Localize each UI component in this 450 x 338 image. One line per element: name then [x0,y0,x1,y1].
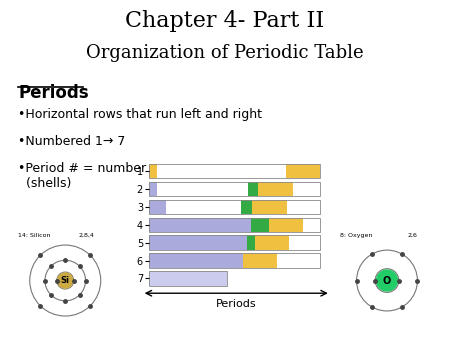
Bar [157,164,286,178]
Bar [148,182,320,196]
Text: 2,8,4: 2,8,4 [79,233,94,238]
Bar [252,218,269,232]
Bar [252,200,287,214]
Text: Periods: Periods [18,84,89,102]
Bar [247,236,255,250]
Bar [148,254,320,268]
Bar [157,182,248,196]
Bar [286,164,320,178]
Bar [148,254,320,268]
Bar [148,218,320,232]
Bar [148,200,320,214]
Text: Periods: Periods [216,298,256,309]
Text: 8: Oxygen: 8: Oxygen [340,233,372,238]
Bar [148,164,320,178]
Bar [148,164,320,178]
Text: Organization of Periodic Table: Organization of Periodic Table [86,44,364,62]
Bar [243,254,277,268]
Bar [248,182,258,196]
Bar [269,218,303,232]
Bar [148,236,247,250]
Text: •Numbered 1→ 7: •Numbered 1→ 7 [18,135,126,148]
Bar [148,200,320,214]
Text: O: O [383,275,391,286]
Circle shape [58,273,73,288]
Circle shape [377,270,397,291]
Bar [148,200,166,214]
Text: Si: Si [61,276,70,285]
Bar [148,218,320,232]
Bar [148,182,157,196]
Bar [148,271,227,286]
Bar [148,271,320,286]
Text: 2,6: 2,6 [407,233,417,238]
Bar [166,200,241,214]
Bar [148,271,227,286]
Bar [148,236,320,250]
Bar [255,236,289,250]
Bar [148,164,157,178]
Text: 14: Silicon: 14: Silicon [18,233,50,238]
Bar [258,182,292,196]
Text: •Horizontal rows that run left and right: •Horizontal rows that run left and right [18,108,262,121]
Bar [148,218,252,232]
Text: Chapter 4- Part II: Chapter 4- Part II [126,10,324,32]
Bar [148,182,320,196]
Bar [148,236,320,250]
Bar [148,254,243,268]
Text: •Period # = number of energy levels
  (shells): •Period # = number of energy levels (she… [18,162,250,190]
Bar [241,200,252,214]
